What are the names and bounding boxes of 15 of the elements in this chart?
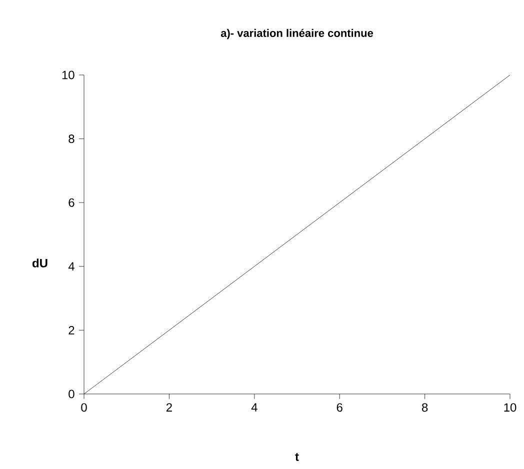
x-tick-label: 6 <box>336 403 342 412</box>
x-tick-label: 10 <box>504 403 516 412</box>
x-tick-label: 2 <box>166 403 172 412</box>
y-tick-label: 8 <box>68 134 74 144</box>
x-tick-label: 8 <box>422 403 428 412</box>
y-tick-label: 0 <box>68 390 74 398</box>
y-tick-label: 4 <box>68 262 74 271</box>
y-axis-title: dU <box>32 258 48 268</box>
x-tick-label: 0 <box>81 403 87 412</box>
chart-title: a)- variation linéaire continue <box>220 28 374 40</box>
x-tick-label: 4 <box>251 403 258 412</box>
y-tick-label: 6 <box>68 198 74 207</box>
x-axis-title: t <box>295 453 299 461</box>
y-tick-label: 2 <box>68 326 74 334</box>
y-tick-label: 10 <box>62 70 74 80</box>
